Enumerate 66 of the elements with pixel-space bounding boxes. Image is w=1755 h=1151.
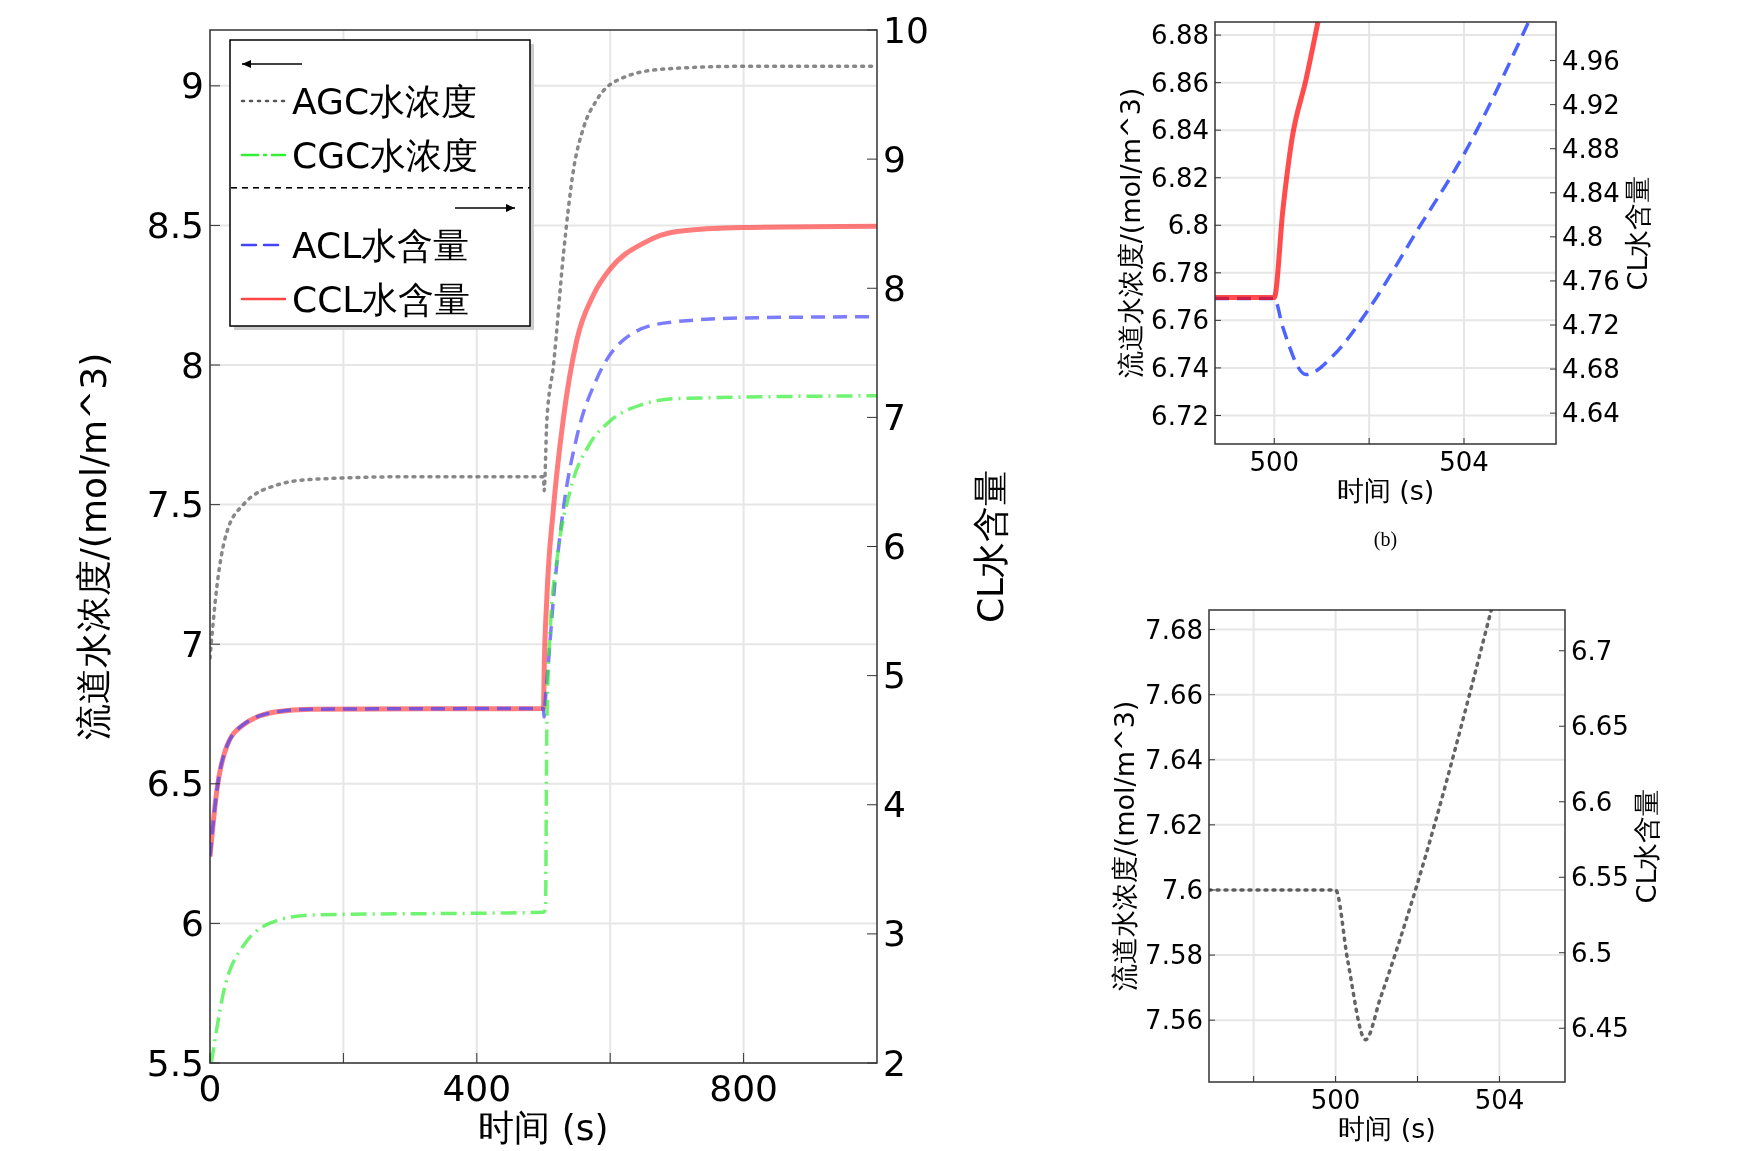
y-tick-label: 6.5 [146,763,204,805]
x-axis-title: 时间 (s) [478,1107,609,1149]
y2-tick-label: 6.55 [1571,862,1629,893]
y-tick-label: 6 [181,903,204,945]
x-tick-label: 504 [1474,1085,1525,1116]
y2-axis-title: CL水含量 [970,469,1011,624]
y-tick-label: 7.68 [1145,614,1203,645]
y2-tick-label: 4.68 [1562,354,1620,385]
y-tick-label: 6.82 [1151,162,1209,193]
y2-tick-label: 4.76 [1562,266,1620,297]
y-tick-label: 6.84 [1151,115,1209,146]
y2-tick-label: 3 [883,913,906,955]
y2-tick-label: 4.92 [1562,89,1620,120]
y-tick-label: 8 [181,344,204,386]
y-axis-title: 流道水浓度/(mol/m^3) [72,352,114,741]
y-tick-label: 6.86 [1151,67,1209,98]
y2-tick-label: 10 [883,9,929,51]
legend-label: AGC水浓度 [292,80,478,122]
y2-tick-label: 9 [883,138,906,180]
y2-tick-label: 4.72 [1562,310,1620,341]
y2-tick-label: 2 [883,1042,906,1084]
y2-tick-label: 7 [883,396,906,438]
y2-tick-label: 6.6 [1571,786,1613,817]
line-series [1209,610,1494,1042]
y-tick-label: 6.8 [1167,210,1209,241]
y2-tick-label: 4.96 [1562,45,1620,76]
y-tick-label: 9 [181,65,204,107]
y2-tick-label: 4.8 [1562,221,1604,252]
legend-label: CCL水含量 [292,278,471,320]
y2-tick-label: 6.7 [1571,635,1613,666]
x-tick-label: 504 [1439,447,1489,478]
y2-tick-label: 8 [883,267,906,309]
y-tick-label: 6.76 [1151,305,1209,336]
x-axis-title: 时间 (s) [1336,474,1435,506]
text: (b) [1373,527,1398,551]
x-tick-label: 400 [442,1067,512,1109]
y2-tick-label: 6.5 [1571,937,1613,968]
y2-tick-label: 4.84 [1562,177,1620,208]
y2-tick-label: 4.88 [1562,133,1620,164]
y-tick-label: 7.62 [1145,809,1203,840]
y-tick-label: 7.5 [146,484,204,526]
y2-axis-title: CL水含量 [1631,788,1662,904]
y-tick-label: 7.58 [1145,940,1203,971]
legend-label: CGC水浓度 [292,134,479,176]
y-tick-label: 7.6 [1161,875,1203,906]
y-tick-label: 6.72 [1151,400,1209,431]
x-tick-label: 800 [709,1067,778,1109]
y-tick-label: 7 [181,623,204,665]
y-tick-label: 8.5 [146,205,204,247]
y-tick-label: 7.66 [1145,679,1203,710]
y2-tick-label: 4 [883,784,906,826]
legend-label: ACL水含量 [292,224,470,266]
y-tick-label: 7.64 [1145,744,1203,775]
y2-tick-label: 4.64 [1562,398,1620,429]
y-axis-title: 流道水浓度/(mol/m^3) [1114,87,1146,379]
y-tick-label: 7.56 [1145,1005,1203,1036]
y-axis-title: 流道水浓度/(mol/m^3) [1108,700,1140,992]
y2-tick-label: 6 [883,526,906,568]
y-tick-label: 6.88 [1151,20,1209,51]
y-tick-label: 6.74 [1151,353,1209,384]
y2-tick-label: 6.65 [1571,711,1629,742]
y2-tick-label: 5 [883,655,906,697]
y2-tick-label: 6.45 [1571,1013,1629,1044]
x-tick-label: 500 [1249,447,1300,478]
y-tick-label: 6.78 [1151,257,1209,288]
y2-axis-title: CL水含量 [1622,175,1653,291]
